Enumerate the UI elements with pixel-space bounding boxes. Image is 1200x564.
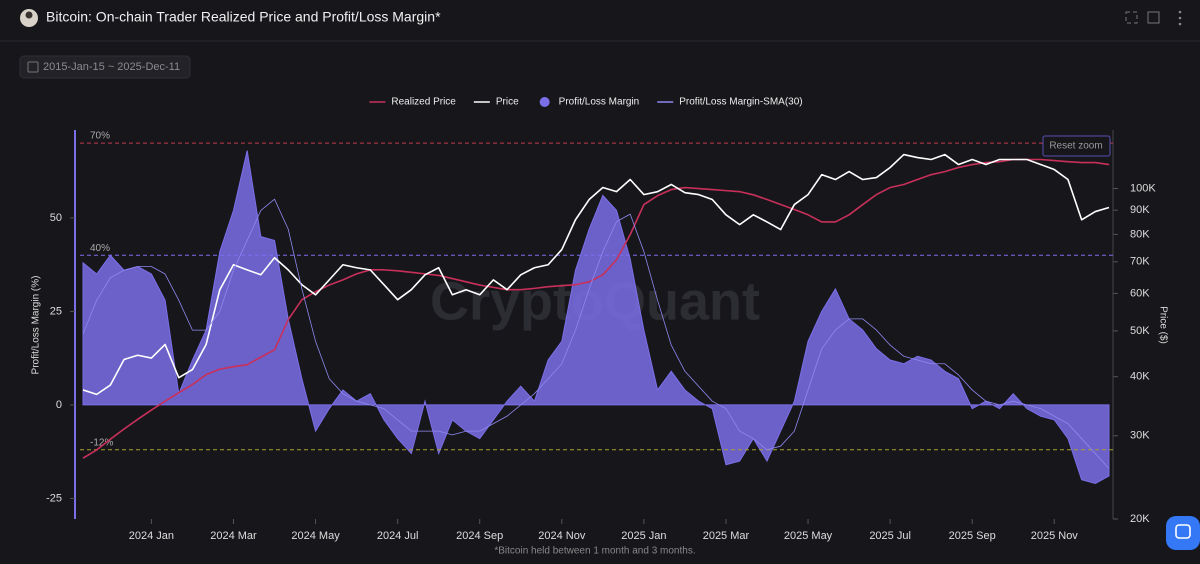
reference-label: 40% — [90, 243, 110, 254]
line — [82, 198, 1110, 469]
chart-title: Bitcoin: On-chain Trader Realized Price … — [46, 9, 441, 25]
chat-icon — [1175, 524, 1191, 539]
y2-tick-label: 20K — [1130, 513, 1150, 525]
menu-icon[interactable] — [1178, 10, 1182, 26]
open-icon[interactable] — [1147, 11, 1160, 24]
avatar-head — [25, 11, 33, 19]
x-tick-label: 2025 Jan — [621, 530, 666, 542]
x-tick-label: 2024 Sep — [456, 530, 503, 542]
y2-axis-title: Price ($) — [1157, 306, 1168, 344]
line — [82, 153, 1110, 396]
y2-tick-label: 50K — [1130, 325, 1150, 337]
reset-zoom-label[interactable]: Reset zoom — [1049, 141, 1102, 152]
x-tick-label: 2024 Mar — [210, 530, 257, 542]
x-tick-label: 2024 Jul — [377, 530, 419, 542]
y2-tick-label: 80K — [1130, 228, 1150, 240]
reset-zoom-button[interactable] — [1042, 135, 1111, 157]
y2-tick-label: 100K — [1130, 182, 1156, 194]
y2-tick-label: 90K — [1130, 204, 1150, 216]
y-tick-label: 0 — [56, 399, 62, 411]
x-tick-label: 2024 May — [291, 530, 340, 542]
y-axis-title: Profit/Loss Margin (%) — [31, 276, 42, 375]
y-tick-label: 25 — [50, 305, 62, 317]
line — [82, 158, 1110, 459]
y-tick-label: -25 — [46, 492, 62, 504]
date-range: 2015-Jan-15 ~ 2025-Dec-11 — [43, 61, 180, 73]
x-tick-label: 2025 Jul — [869, 530, 911, 542]
legend-label: Price — [496, 97, 519, 108]
x-tick-label: 2025 Sep — [949, 530, 996, 542]
y2-tick-label: 40K — [1130, 371, 1150, 383]
date-range-button[interactable] — [19, 55, 191, 79]
y2-tick-label: 70K — [1130, 256, 1150, 268]
footnote: *Bitcoin held between 1 month and 3 mont… — [494, 546, 695, 557]
legend-label: Profit/Loss Margin-SMA(30) — [679, 97, 802, 108]
calendar-icon — [27, 61, 39, 73]
legend-label: Realized Price — [391, 97, 456, 108]
x-tick-label: 2025 May — [784, 530, 833, 542]
x-tick-label: 2025 Mar — [703, 530, 750, 542]
y2-tick-label: 30K — [1130, 430, 1150, 442]
x-tick-label: 2024 Nov — [538, 530, 586, 542]
area — [82, 150, 1110, 485]
legend-label: Profit/Loss Margin — [559, 97, 640, 108]
x-tick-label: 2025 Nov — [1031, 530, 1079, 542]
reference-label: -12% — [90, 437, 113, 448]
reference-label: 70% — [90, 131, 110, 142]
legend-marker — [539, 97, 550, 107]
fullscreen-icon[interactable] — [1125, 11, 1138, 24]
x-tick-label: 2024 Jan — [129, 530, 174, 542]
y2-tick-label: 60K — [1130, 287, 1150, 299]
y-tick-label: 50 — [50, 212, 62, 224]
plot: -25 0 25 50 20K 30K 40K 50K 60K 70K 80K 90K 100K 2024… — [46, 97, 1156, 542]
chat-button[interactable] — [1166, 516, 1200, 550]
